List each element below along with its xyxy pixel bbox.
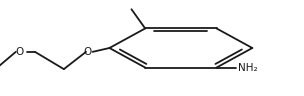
Text: NH₂: NH₂: [238, 62, 257, 73]
Text: O: O: [16, 47, 24, 57]
Text: O: O: [83, 47, 92, 57]
